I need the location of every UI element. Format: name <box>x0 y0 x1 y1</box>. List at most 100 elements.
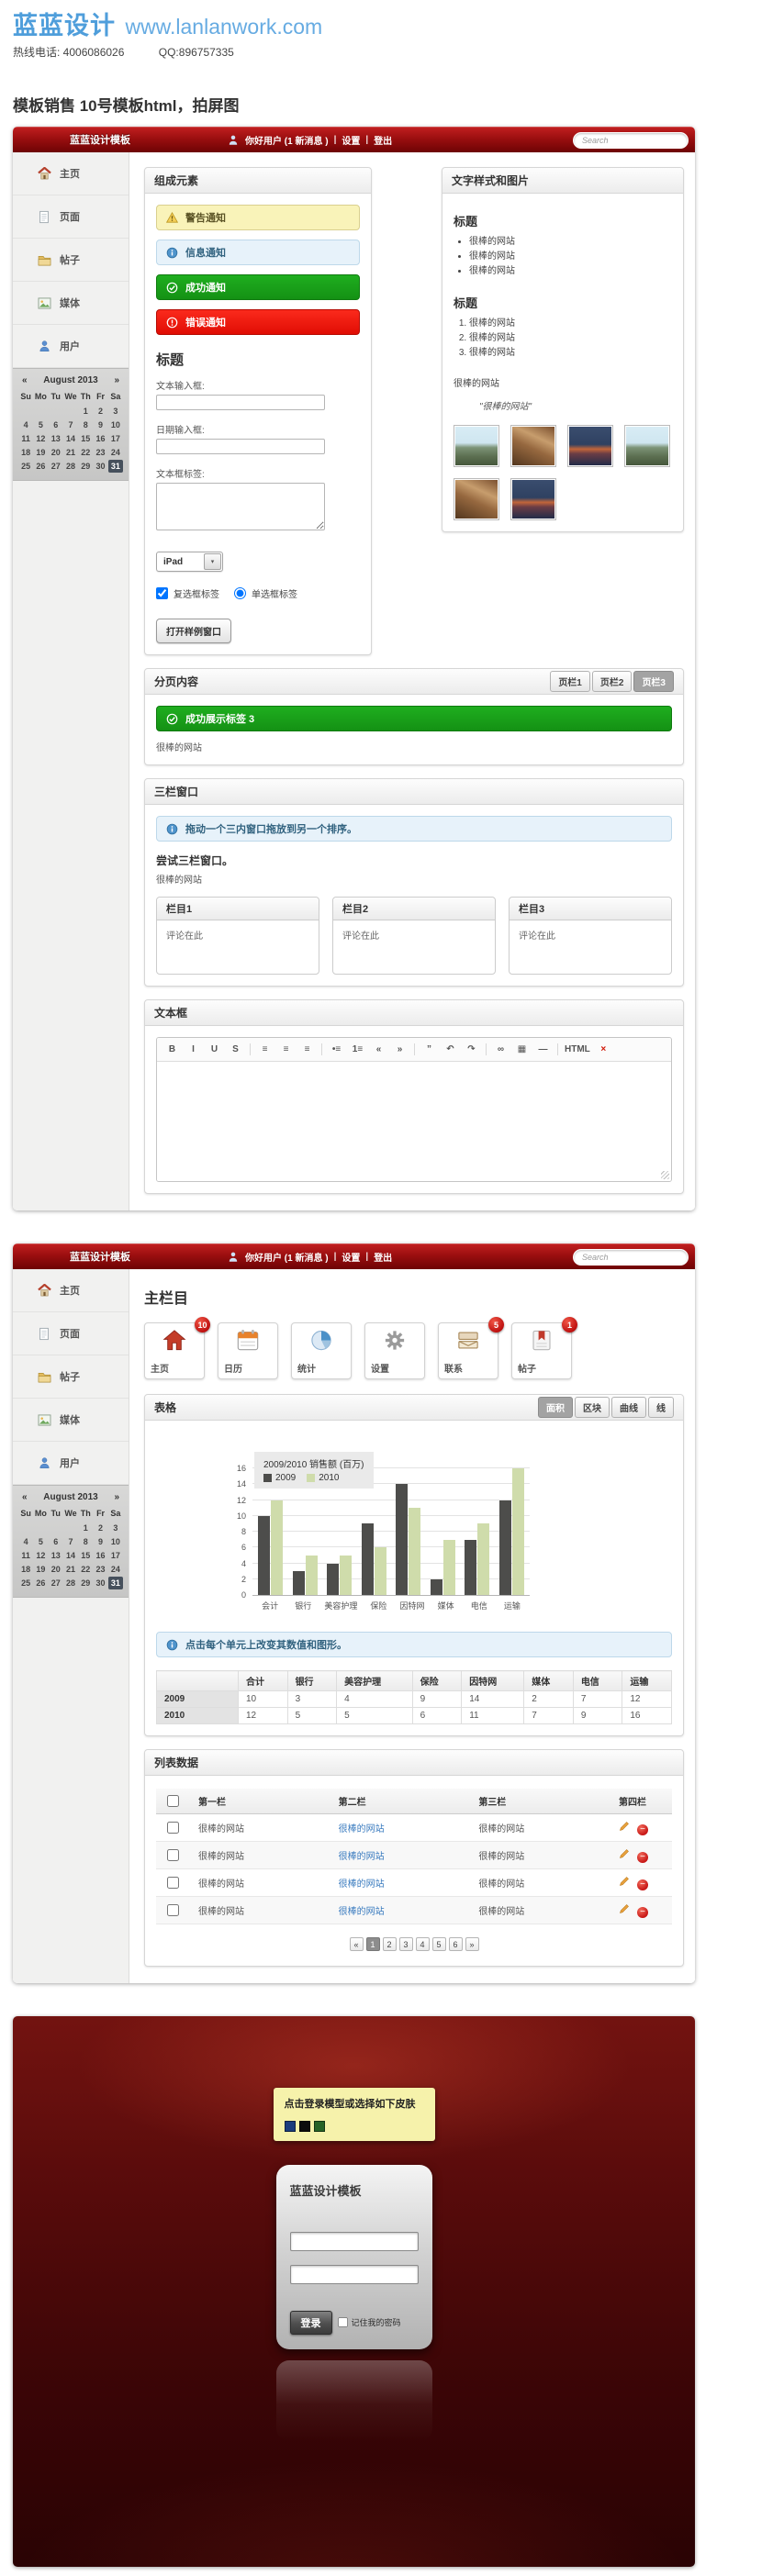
calendar-next-button[interactable]: » <box>114 375 119 385</box>
calendar-day[interactable]: 30 <box>95 1578 106 1588</box>
calendar-day[interactable]: 8 <box>83 420 88 429</box>
calendar-day[interactable]: 12 <box>36 1551 46 1560</box>
row-checkbox[interactable] <box>167 1849 179 1861</box>
sample-radio[interactable] <box>234 587 246 599</box>
shortcut-stats[interactable]: 统计 <box>291 1322 352 1379</box>
value-cell[interactable]: 7 <box>523 1707 574 1724</box>
calendar-today[interactable]: 31 <box>107 460 123 473</box>
pagination-page-5[interactable]: 5 <box>431 1937 446 1951</box>
bar-2009[interactable] <box>361 1523 374 1595</box>
calendar-day[interactable]: 23 <box>95 448 106 457</box>
row-checkbox[interactable] <box>167 1877 179 1889</box>
value-cell[interactable]: 5 <box>336 1707 413 1724</box>
outdent-icon[interactable]: « <box>375 1044 382 1054</box>
sidebar-item-user[interactable]: 用户 <box>13 325 129 368</box>
bar-2010[interactable] <box>271 1500 284 1595</box>
bar-2010[interactable] <box>442 1539 455 1595</box>
numbered-list-icon[interactable]: 1≡ <box>352 1044 364 1054</box>
device-select[interactable]: iPad ▾ <box>156 552 223 572</box>
calendar-day[interactable]: 2 <box>98 407 104 416</box>
calendar-day[interactable]: 21 <box>65 1565 75 1574</box>
value-cell[interactable]: 3 <box>286 1690 338 1708</box>
edit-pencil-icon[interactable] <box>619 1821 630 1832</box>
settings-link[interactable]: 设置 <box>342 136 361 147</box>
delete-icon[interactable]: − <box>637 1879 648 1890</box>
sidebar-item-page[interactable]: 页面 <box>13 1312 129 1355</box>
username-field[interactable] <box>289 2231 419 2251</box>
calendar-day[interactable]: 1 <box>83 1523 88 1533</box>
calendar-day[interactable]: 10 <box>110 420 120 429</box>
value-cell[interactable]: 12 <box>238 1707 288 1724</box>
value-cell[interactable]: 4 <box>336 1690 413 1708</box>
row-checkbox[interactable] <box>167 1822 179 1834</box>
calendar-day[interactable]: 5 <box>38 1537 43 1546</box>
indent-icon[interactable]: » <box>397 1044 403 1054</box>
calendar-day[interactable]: 29 <box>81 1578 91 1588</box>
calendar-day[interactable]: 27 <box>50 462 61 471</box>
link-icon[interactable]: ∞ <box>497 1044 505 1054</box>
skin-swatch[interactable] <box>313 2120 325 2132</box>
sidebar-item-posts[interactable]: 帖子 <box>13 1355 129 1399</box>
calendar-day[interactable]: 14 <box>65 434 75 443</box>
value-cell[interactable]: 10 <box>238 1690 288 1708</box>
bar-2009[interactable] <box>498 1500 511 1595</box>
calendar-day[interactable]: 25 <box>21 1578 31 1588</box>
calendar-day[interactable]: 25 <box>21 462 31 471</box>
value-cell[interactable]: 7 <box>572 1690 623 1708</box>
calendar-day[interactable]: 18 <box>21 448 31 457</box>
calendar-day[interactable]: 28 <box>65 1578 75 1588</box>
castle-photo-thumbnail[interactable] <box>454 425 499 467</box>
bar-2010[interactable] <box>374 1547 386 1595</box>
calendar-day[interactable]: 7 <box>68 420 73 429</box>
search-input[interactable] <box>573 1248 689 1266</box>
logout-link[interactable]: 登出 <box>374 1253 393 1264</box>
calendar-day[interactable]: 3 <box>113 407 118 416</box>
calendar-day[interactable]: 10 <box>110 1537 120 1546</box>
bar-2010[interactable] <box>305 1555 318 1595</box>
pagination-prev[interactable]: « <box>349 1937 364 1951</box>
calendar-day[interactable]: 4 <box>23 420 28 429</box>
calendar-day[interactable]: 16 <box>95 1551 106 1560</box>
calendar-day[interactable]: 5 <box>38 420 43 429</box>
tab-区块[interactable]: 区块 <box>575 1397 610 1418</box>
resize-grip-icon[interactable] <box>661 1171 669 1179</box>
pagination-page-1[interactable]: 1 <box>365 1937 380 1951</box>
value-cell[interactable]: 16 <box>622 1707 672 1724</box>
calendar-day[interactable]: 2 <box>98 1523 104 1533</box>
calendar-day[interactable]: 15 <box>81 1551 91 1560</box>
value-cell[interactable]: 12 <box>622 1690 672 1708</box>
value-cell[interactable]: 5 <box>286 1707 338 1724</box>
remove-format-icon[interactable]: × <box>600 1044 607 1054</box>
delete-icon[interactable]: − <box>637 1851 648 1863</box>
bar-2009[interactable] <box>258 1515 271 1595</box>
bar-2010[interactable] <box>409 1508 421 1595</box>
bar-2010[interactable] <box>511 1468 524 1595</box>
delete-icon[interactable]: − <box>637 1906 648 1918</box>
pagination-page-2[interactable]: 2 <box>382 1937 397 1951</box>
cell-col2-link[interactable]: 很棒的网站 <box>330 1896 472 1924</box>
date-input[interactable] <box>156 439 325 454</box>
underline-icon[interactable]: U <box>210 1044 218 1054</box>
editor-area[interactable] <box>157 1062 671 1181</box>
column-header[interactable]: 栏目2 <box>333 898 495 920</box>
sidebar-item-media[interactable]: 媒体 <box>13 1399 129 1442</box>
sunset-photo-thumbnail[interactable] <box>567 425 613 467</box>
blockquote-icon[interactable]: ” <box>427 1044 431 1054</box>
cell-col2-link[interactable]: 很棒的网站 <box>330 1813 472 1842</box>
settings-link[interactable]: 设置 <box>342 1253 361 1264</box>
hr-icon[interactable]: — <box>538 1044 548 1054</box>
calendar-next-button[interactable]: » <box>114 1492 119 1502</box>
calendar-day[interactable]: 9 <box>98 420 104 429</box>
calendar-prev-button[interactable]: « <box>22 375 28 385</box>
tab-页栏3[interactable]: 页栏3 <box>633 671 674 692</box>
shortcut-posts[interactable]: 帖子 1 <box>511 1317 577 1379</box>
shortcut-home[interactable]: 主页 10 <box>144 1317 210 1379</box>
skin-swatch[interactable] <box>298 2120 310 2132</box>
sidebar-item-page[interactable]: 页面 <box>13 195 129 239</box>
align-right-icon[interactable]: ≡ <box>304 1044 310 1054</box>
bar-2010[interactable] <box>340 1555 353 1595</box>
calendar-day[interactable]: 19 <box>36 448 46 457</box>
sidebar-item-user[interactable]: 用户 <box>13 1442 129 1485</box>
calendar-prev-button[interactable]: « <box>22 1492 28 1502</box>
tab-线[interactable]: 线 <box>648 1397 674 1418</box>
